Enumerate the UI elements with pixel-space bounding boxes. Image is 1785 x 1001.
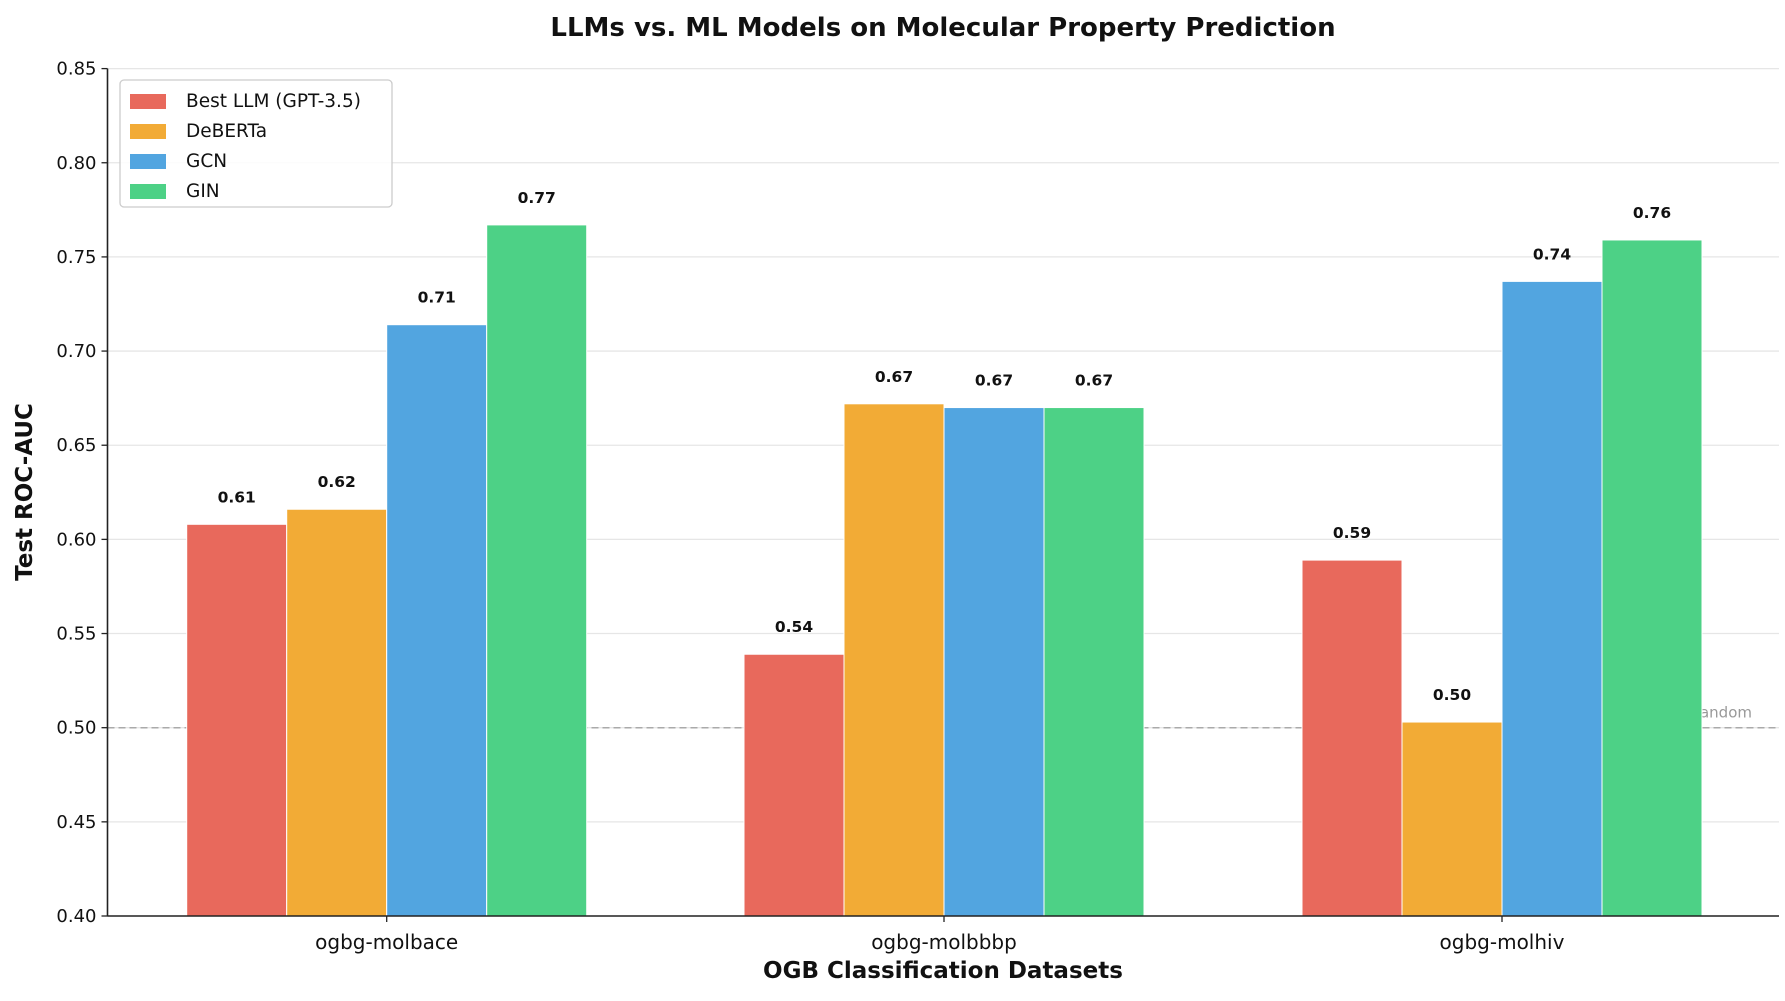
y-tick-label: 0.40 (56, 906, 96, 927)
legend-swatch (130, 124, 166, 139)
data-label: 0.50 (1433, 686, 1471, 704)
y-tick-label: 0.55 (56, 624, 96, 645)
x-tick-label: ogbg-molbbbp (871, 930, 1017, 954)
bar (843, 403, 945, 917)
bar (286, 508, 388, 917)
legend-label: GIN (186, 181, 220, 202)
legend-label: GCN (186, 151, 227, 172)
data-label: 0.67 (875, 368, 913, 386)
y-tick-label: 0.60 (56, 529, 96, 550)
bar (1401, 721, 1503, 917)
y-tick-label: 0.45 (56, 812, 96, 833)
bar (743, 653, 845, 917)
y-tick-label: 0.80 (56, 153, 96, 174)
bar (486, 224, 588, 917)
y-tick-label: 0.50 (56, 718, 96, 739)
bar (943, 407, 1045, 917)
bar (1301, 559, 1403, 917)
x-tick-label: ogbg-molbace (315, 930, 458, 954)
bar (186, 523, 288, 917)
data-label: 0.59 (1333, 524, 1371, 542)
legend-label: Best LLM (GPT-3.5) (186, 91, 361, 112)
bar (1501, 280, 1603, 917)
y-tick-label: 0.75 (56, 247, 96, 268)
legend: Best LLM (GPT-3.5) DeBERTa GCN GIN (119, 79, 393, 208)
legend-box (119, 79, 393, 208)
data-label: 0.74 (1533, 245, 1571, 263)
data-label: 0.71 (418, 289, 456, 307)
data-label: 0.62 (318, 473, 356, 491)
axes: 0.40 0.45 0.50 0.55 0.60 0.65 0.70 0.75 0.80 0.85… (56, 59, 1779, 954)
bar (1043, 407, 1145, 917)
data-label: 0.67 (1075, 372, 1113, 390)
y-tick-label: 0.70 (56, 341, 96, 362)
bar (386, 324, 488, 917)
bars: 0.61 0.62 0.71 0.77 0.54 0.67 0.67 0.67 0.59 0.50… (186, 189, 1703, 917)
data-label: 0.76 (1633, 204, 1671, 222)
chart-title: LLMs vs. ML Models on Molecular Property… (550, 13, 1335, 43)
legend-swatch (130, 94, 166, 109)
data-label: 0.61 (218, 488, 256, 506)
y-tick-label: 0.85 (56, 59, 96, 80)
bar (1601, 239, 1703, 917)
x-axis-label: OGB Classification Datasets (763, 958, 1123, 984)
legend-label: DeBERTa (186, 121, 267, 142)
x-tick-label: ogbg-molhiv (1440, 930, 1565, 954)
legend-swatch (130, 184, 166, 199)
y-axis-label: Test ROC-AUC (12, 403, 38, 581)
y-tick-label: 0.65 (56, 435, 96, 456)
data-label: 0.67 (975, 372, 1013, 390)
data-label: 0.77 (518, 189, 556, 207)
data-label: 0.54 (775, 618, 813, 636)
legend-swatch (130, 154, 166, 169)
random-baseline-label: Random (1690, 704, 1752, 722)
